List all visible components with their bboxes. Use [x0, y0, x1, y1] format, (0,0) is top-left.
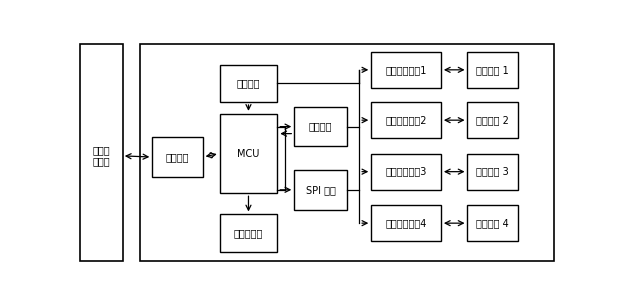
- Bar: [220, 214, 278, 252]
- Bar: [371, 154, 441, 190]
- Bar: [220, 64, 278, 102]
- Bar: [468, 154, 518, 190]
- Bar: [468, 102, 518, 138]
- Bar: [220, 114, 278, 193]
- Text: 辨识模组接口1: 辨识模组接口1: [386, 65, 427, 75]
- Text: 供电电路: 供电电路: [237, 78, 260, 88]
- Text: 辨识模组 3: 辨识模组 3: [476, 167, 509, 177]
- Bar: [371, 52, 441, 88]
- Bar: [294, 170, 347, 210]
- Bar: [468, 52, 518, 88]
- Text: 辨识模组 1: 辨识模组 1: [476, 65, 509, 75]
- Text: 上位机
服务器: 上位机 服务器: [93, 145, 111, 167]
- Bar: [468, 205, 518, 241]
- Text: 辨识模组接口3: 辨识模组接口3: [386, 167, 427, 177]
- Bar: [152, 137, 202, 177]
- Text: 辨识模组接口4: 辨识模组接口4: [386, 218, 427, 228]
- Text: 串口电路: 串口电路: [309, 122, 332, 132]
- Text: 辨识模组接口2: 辨识模组接口2: [386, 115, 427, 125]
- Bar: [371, 102, 441, 138]
- Bar: [140, 43, 554, 261]
- Bar: [80, 43, 124, 261]
- Text: 指示灯电路: 指示灯电路: [233, 228, 263, 238]
- Text: MCU: MCU: [237, 149, 260, 158]
- Text: 辨识模组 4: 辨识模组 4: [476, 218, 509, 228]
- Bar: [371, 205, 441, 241]
- Bar: [294, 107, 347, 147]
- Text: SPI 电路: SPI 电路: [306, 185, 335, 195]
- Text: 网口电路: 网口电路: [166, 152, 189, 162]
- Text: 辨识模组 2: 辨识模组 2: [476, 115, 509, 125]
